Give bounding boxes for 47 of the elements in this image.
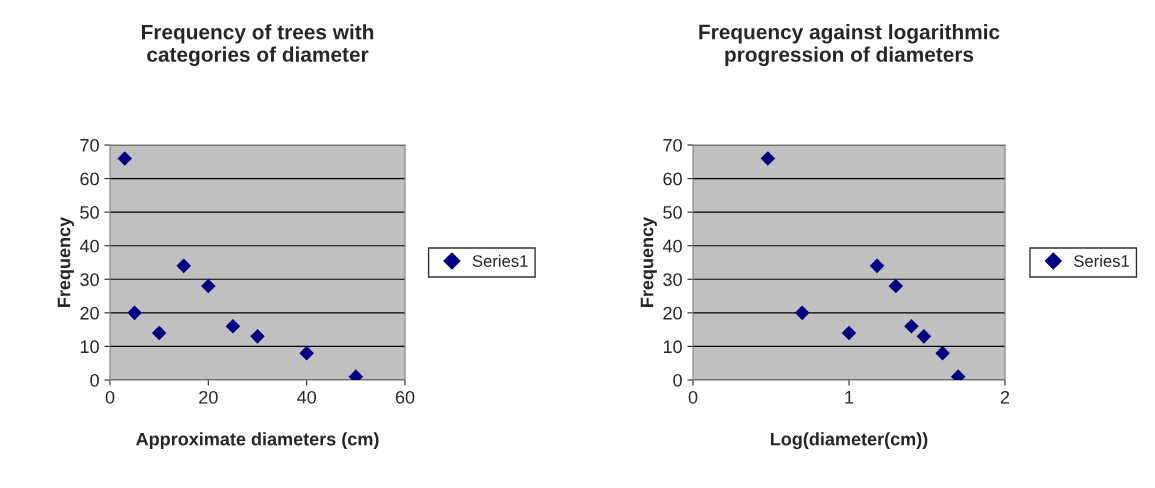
point — [760, 151, 776, 166]
y-tick-label: 40 — [79, 239, 99, 253]
point — [841, 325, 857, 341]
x-tick-label: 2 — [1000, 390, 1010, 404]
y-tick-label: 40 — [662, 239, 682, 253]
point — [904, 319, 919, 334]
point — [250, 329, 265, 344]
point — [935, 345, 950, 361]
x-tick-label: 0 — [688, 390, 698, 404]
point — [888, 278, 904, 294]
x-axis-title: Log(diameter(cm)) — [770, 432, 928, 450]
y-tick-label: 10 — [663, 340, 682, 354]
y-tick-label: 70 — [80, 138, 99, 152]
y-tick-label: 20 — [80, 306, 99, 320]
x-axis-title: Approximate diameters (cm) — [136, 432, 379, 450]
point — [151, 325, 167, 341]
x-tick-label: 0 — [105, 390, 115, 404]
y-tick-label: 50 — [80, 206, 99, 219]
y-tick-label: 60 — [663, 172, 682, 186]
point — [225, 319, 241, 334]
x-tick-label: 60 — [395, 390, 415, 404]
y-axis-title: Frequency — [640, 216, 657, 307]
point — [201, 278, 216, 294]
point — [794, 305, 810, 321]
y-tick-label: 30 — [80, 273, 99, 287]
y-tick-label: 50 — [663, 206, 682, 219]
chart-title: Frequency against logarithmic progression of diameters — [699, 24, 1000, 67]
y-tick-label: 10 — [80, 340, 99, 354]
point — [127, 305, 142, 321]
point — [299, 345, 314, 361]
y-tick-label: 70 — [663, 138, 682, 152]
point — [117, 151, 133, 166]
y-tick-label: 0 — [90, 373, 99, 387]
chart-title: Frequency of trees with categories of diameter — [141, 24, 374, 67]
x-tick-label: 1 — [845, 391, 854, 404]
legend-label: Series1 — [1074, 254, 1129, 267]
y-tick-label: 0 — [673, 373, 682, 387]
x-tick-label: 40 — [297, 390, 316, 404]
y-axis-title: Frequency — [57, 216, 74, 307]
legend-label: Series1 — [472, 254, 528, 267]
y-tick-label: 30 — [663, 273, 682, 287]
point — [176, 258, 192, 274]
x-tick-label: 20 — [199, 390, 218, 404]
point — [869, 258, 885, 274]
y-tick-label: 60 — [80, 172, 99, 186]
point — [916, 329, 932, 344]
y-tick-label: 20 — [663, 306, 682, 320]
